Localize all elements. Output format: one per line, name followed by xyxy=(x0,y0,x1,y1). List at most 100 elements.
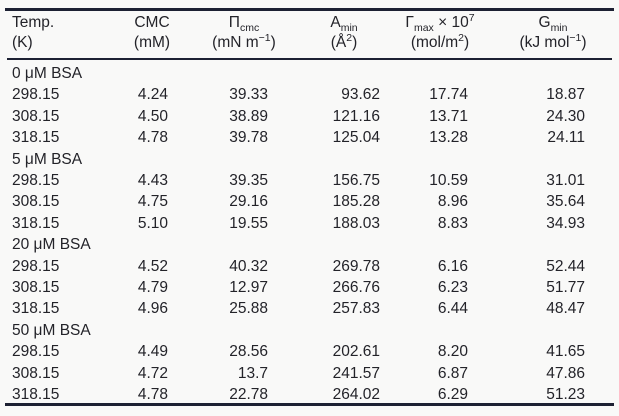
data-row: 318.15 4.78 22.78 264.02 6.29 51.23 xyxy=(7,384,612,405)
cell-gmin: 52.44 xyxy=(546,257,585,275)
data-row: 298.15 4.49 28.56 202.61 8.20 41.65 xyxy=(7,341,612,362)
cell-temp: 318.15 xyxy=(12,129,60,147)
cell-pi: 22.78 xyxy=(229,386,268,404)
header-pi-cmc-symbol: Πcmc xyxy=(228,14,260,35)
cell-cmc: 4.52 xyxy=(137,257,168,275)
data-row: 308.15 4.75 29.16 185.28 8.96 35.64 xyxy=(7,191,612,212)
header-pi-cmc: Πcmc (mN m−1) xyxy=(196,11,292,60)
cell-pi: 39.33 xyxy=(229,86,268,104)
cell-amin: 269.78 xyxy=(332,257,380,275)
table-top-rule xyxy=(5,8,614,11)
header-temp-unit: (K) xyxy=(12,34,33,51)
header-gamma-max-unit: (mol/m2) xyxy=(410,31,470,51)
cell-amin: 185.28 xyxy=(332,193,380,211)
header-a-min-symbol: Amin xyxy=(330,14,358,35)
surfactant-properties-table: Temp. (K) CMC (mM) Πcmc (mN m−1) Amin (Å… xyxy=(7,11,612,406)
header-temp-symbol: Temp. xyxy=(12,14,55,31)
cell-amin: 257.83 xyxy=(332,300,380,318)
header-temp: Temp. (K) xyxy=(7,11,108,60)
cell-cmc: 4.96 xyxy=(137,300,168,318)
cell-pi: 13.7 xyxy=(237,364,268,382)
table-body: 0 μM BSA 298.15 4.24 39.33 93.62 17.74 18.87 30… xyxy=(7,59,612,406)
cell-gmin: 24.30 xyxy=(546,107,585,125)
section-label: 50 μM BSA xyxy=(12,321,91,339)
cell-pi: 29.16 xyxy=(229,193,268,211)
cell-temp: 318.15 xyxy=(12,214,60,232)
section-label-row: 5 μM BSA xyxy=(7,149,612,170)
cell-gamma: 13.71 xyxy=(429,107,468,125)
header-cmc: CMC (mM) xyxy=(108,11,196,60)
cell-temp: 308.15 xyxy=(12,279,60,297)
data-row: 298.15 4.24 39.33 93.62 17.74 18.87 xyxy=(7,84,612,105)
cell-cmc: 4.43 xyxy=(137,172,168,190)
cell-pi: 39.35 xyxy=(229,172,268,190)
cell-cmc: 4.24 xyxy=(137,86,168,104)
data-row: 308.15 4.79 12.97 266.76 6.23 51.77 xyxy=(7,277,612,298)
cell-cmc: 4.79 xyxy=(137,279,168,297)
cell-temp: 298.15 xyxy=(12,343,60,361)
cell-pi: 12.97 xyxy=(229,279,268,297)
section-label-row: 20 μM BSA xyxy=(7,234,612,255)
header-g-min-symbol: Gmin xyxy=(538,14,568,35)
cell-cmc: 4.50 xyxy=(137,107,168,125)
cell-gamma: 8.20 xyxy=(437,343,468,361)
table-bottom-rule xyxy=(5,403,614,406)
header-pi-cmc-unit: (mN m−1) xyxy=(212,31,276,51)
cell-amin: 202.61 xyxy=(332,343,380,361)
cell-gamma: 6.44 xyxy=(437,300,468,318)
cell-amin: 264.02 xyxy=(332,386,380,404)
section-label-row: 50 μM BSA xyxy=(7,320,612,341)
cell-gmin: 24.11 xyxy=(547,129,585,147)
cell-temp: 318.15 xyxy=(12,300,60,318)
cell-gmin: 35.64 xyxy=(546,193,585,211)
cell-amin: 156.75 xyxy=(332,172,380,190)
cell-amin: 121.16 xyxy=(332,107,380,125)
cell-temp: 308.15 xyxy=(12,364,60,382)
cell-gmin: 51.23 xyxy=(546,386,585,404)
cell-gmin: 34.93 xyxy=(546,214,585,232)
table-header: Temp. (K) CMC (mM) Πcmc (mN m−1) Amin (Å… xyxy=(7,11,612,60)
header-g-min-unit: (kJ mol−1) xyxy=(519,31,587,51)
cell-gamma: 8.96 xyxy=(437,193,468,211)
cell-temp: 298.15 xyxy=(12,86,60,104)
data-row: 308.15 4.72 13.7 241.57 6.87 47.86 xyxy=(7,363,612,384)
data-row: 318.15 5.10 19.55 188.03 8.83 34.93 xyxy=(7,213,612,234)
cell-amin: 93.62 xyxy=(341,86,380,104)
cell-temp: 318.15 xyxy=(12,386,60,404)
cell-gamma: 8.83 xyxy=(437,214,468,232)
header-row: Temp. (K) CMC (mM) Πcmc (mN m−1) Amin (Å… xyxy=(7,11,612,60)
header-cmc-symbol: CMC xyxy=(134,14,170,31)
cell-cmc: 4.75 xyxy=(137,193,168,211)
cell-cmc: 4.78 xyxy=(137,129,168,147)
cell-gamma: 6.29 xyxy=(437,386,468,404)
header-g-min: Gmin (kJ mol−1) xyxy=(484,11,612,60)
cell-pi: 38.89 xyxy=(229,107,268,125)
section-label-row: 0 μM BSA xyxy=(7,59,612,84)
header-a-min-unit: (Å2) xyxy=(330,31,358,51)
cell-gmin: 31.01 xyxy=(546,172,585,190)
cell-gamma: 10.59 xyxy=(429,172,468,190)
cell-cmc: 5.10 xyxy=(137,214,168,232)
cell-gamma: 6.87 xyxy=(437,364,468,382)
header-gamma-max: Γmax × 107 (mol/m2) xyxy=(396,11,484,60)
cell-amin: 125.04 xyxy=(332,129,380,147)
cell-temp: 308.15 xyxy=(12,193,60,211)
cell-pi: 40.32 xyxy=(229,257,268,275)
cell-pi: 19.55 xyxy=(229,214,268,232)
cell-gmin: 48.47 xyxy=(546,300,585,318)
header-cmc-unit: (mM) xyxy=(133,34,171,51)
cell-temp: 308.15 xyxy=(12,107,60,125)
cell-gamma: 17.74 xyxy=(429,86,468,104)
cell-gamma: 13.28 xyxy=(429,129,468,147)
cell-gamma: 6.23 xyxy=(437,279,468,297)
cell-amin: 241.57 xyxy=(332,364,380,382)
cell-gmin: 41.65 xyxy=(546,343,585,361)
section-label: 5 μM BSA xyxy=(12,150,83,168)
section-label: 20 μM BSA xyxy=(12,236,91,254)
data-row: 318.15 4.96 25.88 257.83 6.44 48.47 xyxy=(7,298,612,319)
cell-temp: 298.15 xyxy=(12,257,60,275)
cell-pi: 28.56 xyxy=(229,343,268,361)
cell-temp: 298.15 xyxy=(12,172,60,190)
cell-gmin: 18.87 xyxy=(546,86,585,104)
